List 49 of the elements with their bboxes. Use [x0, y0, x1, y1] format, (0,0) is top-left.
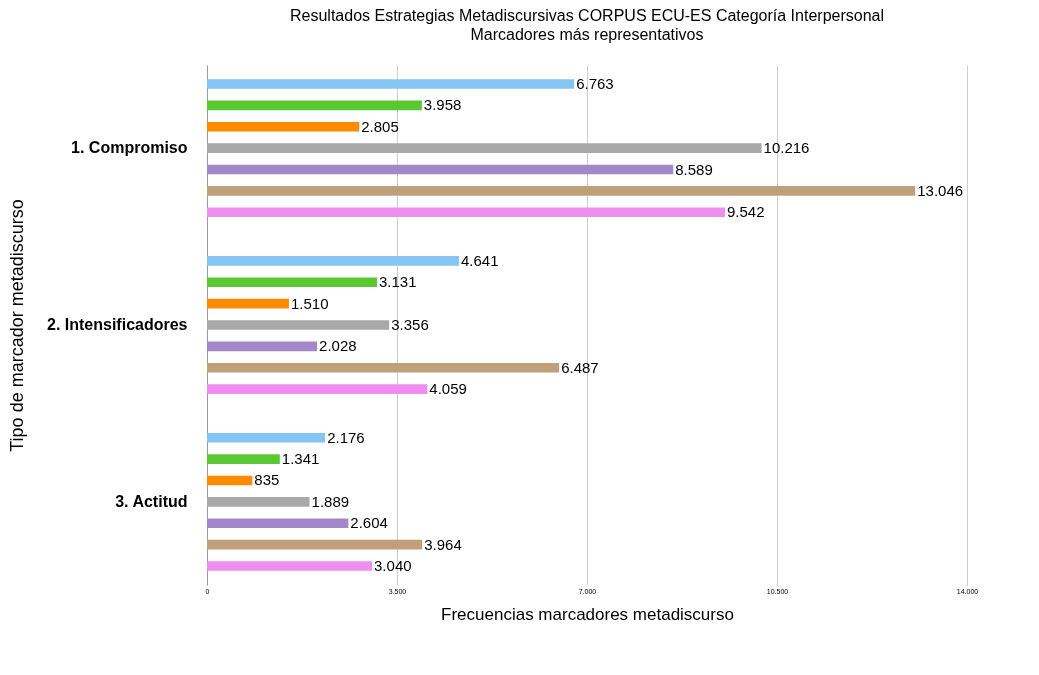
data-label: 6.763	[576, 74, 614, 92]
data-label: 3.964	[424, 535, 462, 553]
data-label: 3.958	[423, 96, 462, 114]
data-label: 3.040	[374, 557, 412, 575]
data-label: 4.641	[460, 251, 499, 269]
bar	[207, 256, 459, 266]
bar	[207, 518, 349, 529]
data-label: 2.604	[350, 514, 388, 532]
data-label: 6.487	[561, 358, 599, 376]
bar	[207, 164, 674, 175]
data-label: 1.889	[311, 492, 350, 510]
bar	[207, 497, 310, 507]
data-label: 1.341	[281, 450, 320, 468]
bar	[207, 207, 725, 218]
bar	[207, 561, 373, 571]
bar	[207, 79, 575, 89]
chart-title: Resultados Estrategias Metadiscursivas CORPUS ECU-ES Categoría Interpersonal	[289, 7, 885, 24]
bar	[207, 539, 423, 550]
bar	[207, 384, 428, 394]
y-tick-label: 2. Intensificadores	[47, 316, 188, 333]
x-axis-title: Frecuencias marcadores metadiscurso	[441, 604, 734, 624]
y-axis-title: Tipo de marcador metadiscurso	[7, 199, 28, 452]
chart-subtitle: Marcadores más representativos	[470, 26, 704, 43]
data-label: 1.510	[290, 294, 329, 312]
data-label: 9.542	[726, 203, 765, 221]
bar	[207, 320, 390, 330]
data-label: 3.131	[378, 273, 417, 291]
bar	[207, 298, 289, 309]
bar	[207, 100, 422, 111]
data-label: 2.176	[327, 428, 365, 446]
bar	[207, 186, 916, 196]
bar	[207, 454, 280, 464]
y-tick-label: 3. Actitud	[115, 492, 188, 510]
bar	[207, 475, 253, 486]
data-label: 10.216	[763, 139, 810, 157]
data-label: 2.805	[361, 117, 399, 135]
data-label: 835	[254, 471, 280, 489]
bar	[207, 341, 318, 352]
data-label: 13.046	[917, 181, 964, 199]
y-tick-label: 1. Compromiso	[71, 139, 188, 157]
data-label: 3.356	[391, 316, 429, 333]
bar	[207, 362, 560, 373]
data-label: 4.059	[429, 380, 467, 398]
bar	[207, 432, 326, 443]
data-label: 8.589	[675, 160, 713, 178]
bar	[207, 143, 762, 153]
data-label: 2.028	[319, 337, 357, 355]
bar	[207, 277, 377, 288]
bar	[207, 121, 360, 132]
